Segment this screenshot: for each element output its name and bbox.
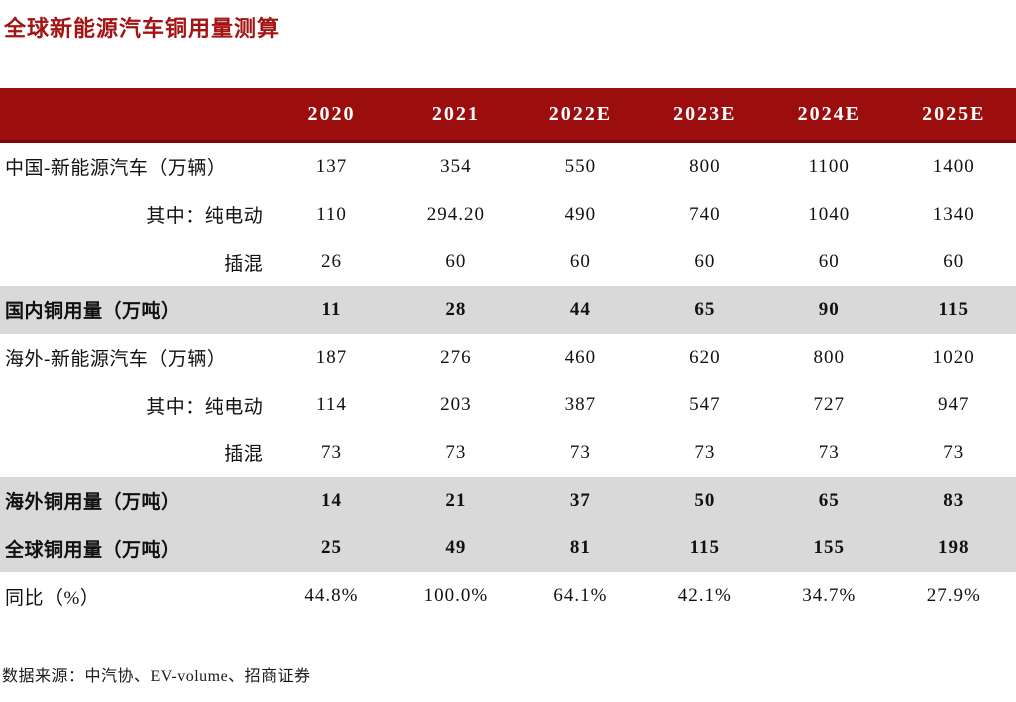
cell-value: 44 [518, 286, 643, 334]
cell-value: 65 [642, 286, 768, 334]
cell-value: 60 [445, 251, 467, 273]
table-header-row: 2020 2021 2022E 2023E 2024E 2025E [0, 88, 1016, 143]
table-row: 同比（%） 44.8% 100.0% 64.1% 42.1% 34.7% 27.9% [0, 572, 1016, 620]
header-cell-year: 2024E [767, 88, 892, 143]
row-label: 其中：纯电动 [146, 206, 264, 228]
table-row: 插混 73 73 73 73 73 73 [0, 429, 1016, 477]
cell-value: 294.20 [426, 203, 486, 225]
cell-value: 73 [943, 441, 965, 463]
cell-value: 60 [694, 251, 716, 273]
cell-value: 740 [689, 203, 721, 225]
cell-value: 387 [564, 394, 597, 416]
cell-value: 65 [767, 476, 892, 525]
row-label: 中国-新能源汽车（万辆） [5, 158, 227, 180]
cell-value: 73 [445, 441, 467, 463]
table-row: 全球铜用量（万吨） 25 49 81 115 155 198 [0, 524, 1016, 573]
cell-value: 547 [689, 394, 721, 416]
row-label: 其中：纯电动 [146, 396, 264, 418]
cell-value: 64.1% [553, 585, 608, 607]
table-row: 其中：纯电动 114 203 387 547 727 947 [0, 381, 1016, 429]
cell-value: 490 [564, 203, 597, 225]
cell-value: 26 [320, 251, 342, 273]
cell-value: 73 [694, 441, 716, 463]
cell-value: 37 [518, 476, 643, 525]
cell-value: 50 [642, 476, 768, 525]
header-cell-year: 2025E [891, 88, 1016, 143]
cell-value: 11 [269, 286, 394, 334]
cell-value: 137 [315, 155, 348, 177]
cell-value: 276 [440, 346, 472, 368]
cell-value: 21 [393, 476, 519, 525]
cell-value: 110 [316, 203, 347, 225]
cell-value: 115 [642, 524, 768, 573]
cell-value: 83 [891, 476, 1016, 525]
cell-value: 115 [891, 286, 1016, 334]
row-label: 海外-新能源汽车（万辆） [5, 349, 227, 371]
cell-value: 800 [813, 346, 846, 368]
row-label: 同比（%） [5, 587, 100, 609]
cell-value: 620 [689, 346, 721, 368]
table-row: 中国-新能源汽车（万辆） 137 354 550 800 1100 1400 [0, 142, 1016, 191]
cell-value: 1340 [932, 203, 975, 225]
cell-value: 203 [440, 394, 472, 416]
cell-value: 947 [938, 394, 970, 416]
table-header: 2020 2021 2022E 2023E 2024E 2025E [0, 88, 1016, 143]
header-cell-year: 2021 [393, 88, 519, 143]
row-label: 插混 [224, 444, 264, 466]
header-cell-year: 2020 [269, 88, 394, 143]
copper-usage-table: 2020 2021 2022E 2023E 2024E 2025E 中国-新能源汽车（万辆… [0, 88, 1016, 620]
table-row: 海外铜用量（万吨） 14 21 37 50 65 83 [0, 476, 1016, 525]
table-row: 国内铜用量（万吨） 11 28 44 65 90 115 [0, 286, 1016, 334]
row-label: 国内铜用量（万吨） [0, 286, 270, 334]
cell-value: 73 [320, 441, 342, 463]
cell-value: 34.7% [802, 585, 857, 607]
cell-value: 73 [569, 441, 591, 463]
cell-value: 25 [269, 524, 394, 573]
cell-value: 42.1% [677, 585, 732, 607]
cell-value: 73 [818, 441, 840, 463]
cell-value: 1020 [932, 346, 975, 368]
cell-value: 81 [518, 524, 643, 573]
cell-value: 1100 [808, 155, 850, 177]
cell-value: 100.0% [423, 585, 489, 607]
cell-value: 60 [569, 251, 591, 273]
cell-value: 1400 [932, 155, 975, 177]
cell-value: 155 [767, 524, 892, 573]
cell-value: 49 [393, 524, 519, 573]
table-row: 海外-新能源汽车（万辆） 187 276 460 620 800 1020 [0, 334, 1016, 382]
cell-value: 198 [891, 524, 1016, 573]
cell-value: 1040 [808, 203, 851, 225]
row-label: 海外铜用量（万吨） [0, 476, 270, 525]
row-label: 全球铜用量（万吨） [0, 524, 270, 573]
data-source-note: 数据来源：中汽协、EV-volume、招商证券 [2, 668, 311, 685]
cell-value: 550 [564, 155, 597, 177]
header-cell-year: 2023E [642, 88, 768, 143]
table-body: 中国-新能源汽车（万辆） 137 354 550 800 1100 1400 其中：纯电动 11… [0, 142, 1016, 620]
page-title: 全球新能源汽车铜用量测算 [4, 16, 281, 41]
cell-value: 800 [689, 155, 721, 177]
cell-value: 28 [393, 286, 519, 334]
table-row: 其中：纯电动 110 294.20 490 740 1040 1340 [0, 191, 1016, 239]
cell-value: 90 [767, 286, 892, 334]
cell-value: 60 [818, 251, 840, 273]
cell-value: 27.9% [926, 585, 981, 607]
cell-value: 14 [269, 476, 394, 525]
cell-value: 187 [315, 346, 348, 368]
cell-value: 727 [813, 394, 846, 416]
cell-value: 114 [316, 394, 347, 416]
table-row: 插混 26 60 60 60 60 60 [0, 238, 1016, 286]
cell-value: 354 [440, 155, 472, 177]
cell-value: 460 [564, 346, 597, 368]
header-cell-label [0, 88, 270, 143]
cell-value: 60 [943, 251, 965, 273]
header-cell-year: 2022E [518, 88, 643, 143]
cell-value: 44.8% [304, 585, 359, 607]
row-label: 插混 [224, 253, 264, 275]
